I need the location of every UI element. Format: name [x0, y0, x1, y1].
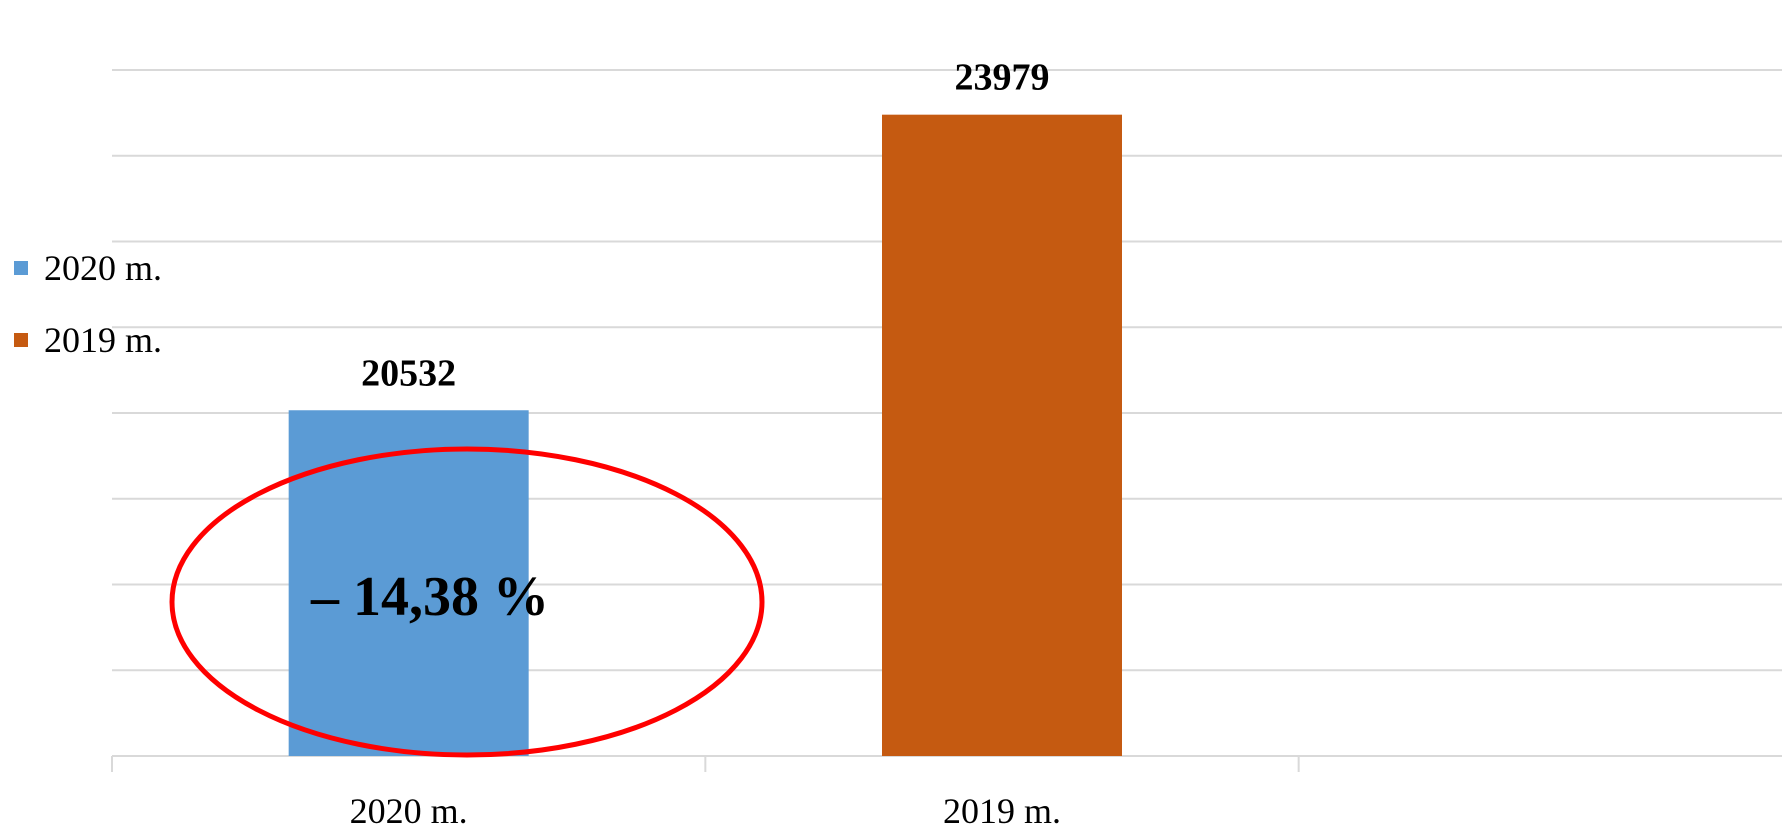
legend-label-2019: 2019 m. [44, 320, 163, 360]
legend-item-2020: 2020 m. [14, 232, 162, 304]
data-labels: 20532 23979 [361, 57, 1049, 395]
annotation-text: – 14,38 % [310, 566, 549, 628]
x-tick-labels: 2020 m. 2019 m. [350, 791, 1061, 828]
x-axis [111, 755, 1782, 772]
data-label: 23979 [955, 57, 1050, 99]
x-tick-label: 2019 m. [943, 791, 1061, 828]
annotation-ellipse [169, 446, 765, 758]
percent-change-annotation: – 14,38 % [169, 446, 765, 758]
bars [288, 114, 1122, 756]
legend-item-2019: 2019 m. [14, 304, 162, 376]
legend-label-2020: 2020 m. [44, 248, 163, 288]
legend: 2020 m. 2019 m. [14, 232, 162, 376]
bar-2019m [882, 114, 1122, 756]
x-tick-label: 2020 m. [350, 791, 468, 828]
legend-swatch-2020 [14, 261, 28, 275]
data-label: 20532 [361, 352, 456, 394]
legend-swatch-2019 [14, 333, 28, 347]
